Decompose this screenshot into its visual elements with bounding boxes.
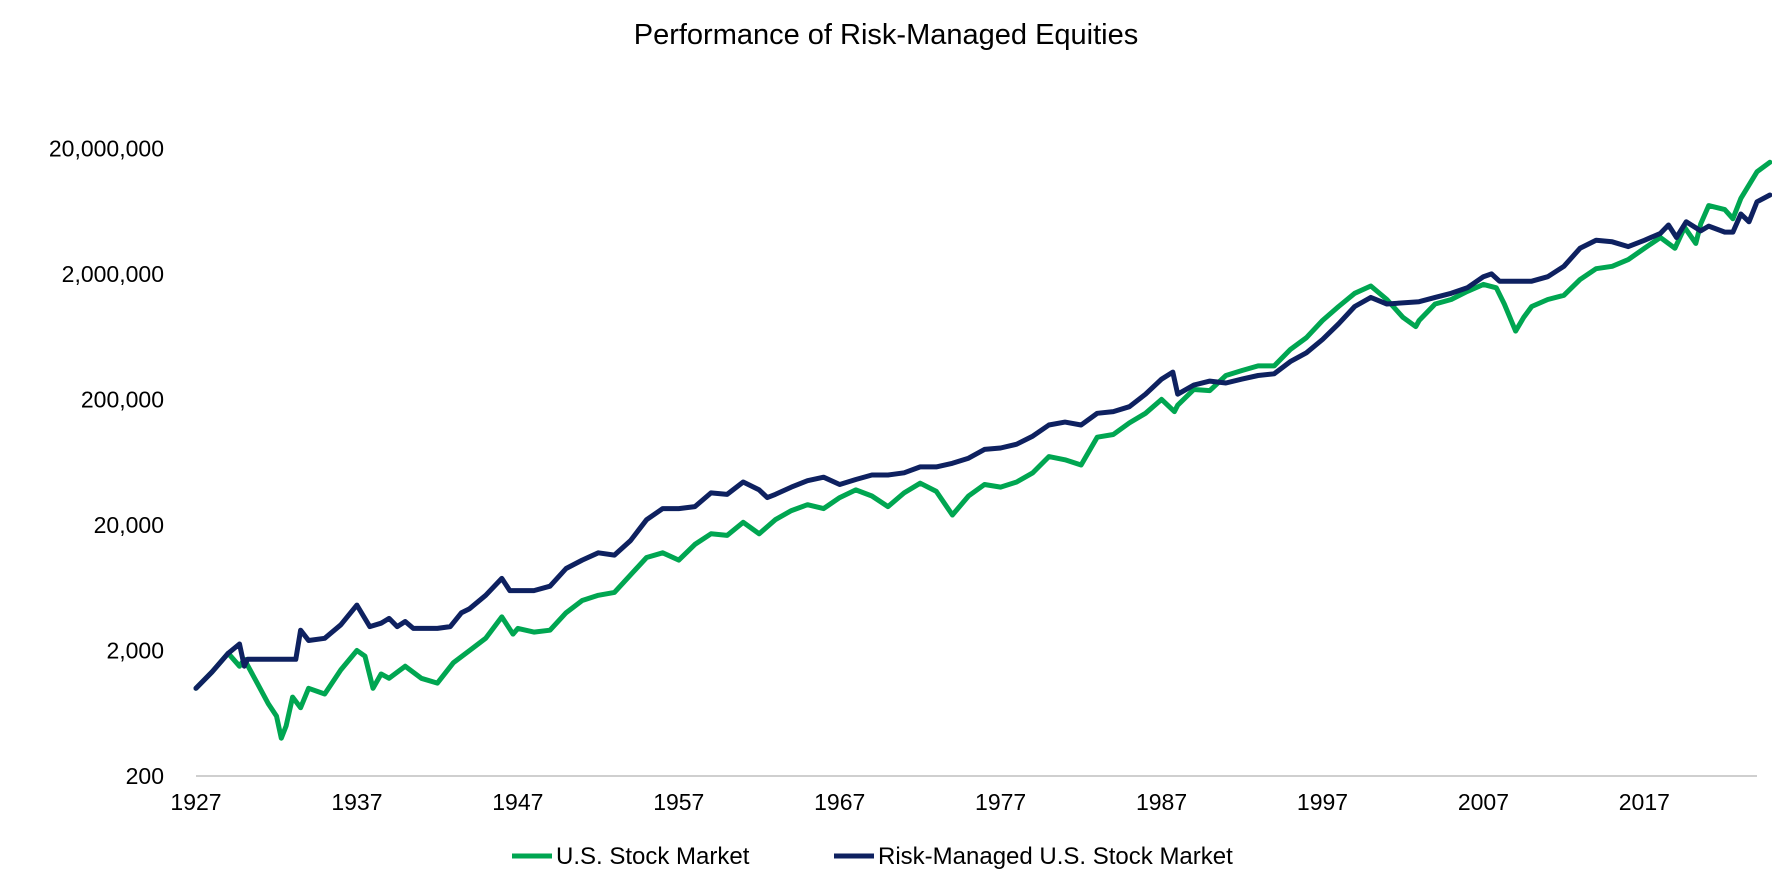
- y-tick-label: 200,000: [81, 386, 164, 412]
- legend: U.S. Stock Market Risk-Managed U.S. Stoc…: [512, 843, 1233, 870]
- series-line-us-stock-market: [193, 159, 1772, 741]
- x-tick-label: 1947: [492, 789, 543, 815]
- x-tick-label: 2007: [1458, 789, 1509, 815]
- x-tick-label: 1937: [331, 789, 382, 815]
- chart-title: Performance of Risk-Managed Equities: [634, 19, 1139, 51]
- y-tick-label: 200: [126, 763, 164, 789]
- x-tick-label: 1927: [170, 789, 221, 815]
- y-tick-label: 2,000,000: [62, 261, 164, 287]
- x-tick-label: 2017: [1619, 789, 1670, 815]
- x-axis-labels: 1927 1937 1947 1957 1967 1977 1987 1997 2007 2017: [170, 789, 1670, 815]
- y-tick-label: 20,000: [94, 512, 164, 538]
- x-tick-label: 1957: [653, 789, 704, 815]
- y-axis-labels: 20,000,000 2,000,000 200,000 20,000 2,000 200: [49, 135, 164, 789]
- x-tick-label: 1967: [814, 789, 865, 815]
- x-tick-label: 1997: [1297, 789, 1348, 815]
- y-tick-label: 2,000: [106, 637, 164, 663]
- x-tick-label: 1977: [975, 789, 1026, 815]
- x-tick-label: 1987: [1136, 789, 1187, 815]
- series-line-risk-managed: [193, 192, 1772, 691]
- series-layer: [193, 159, 1772, 741]
- y-tick-label: 20,000,000: [49, 135, 164, 161]
- legend-label-risk-managed: Risk-Managed U.S. Stock Market: [878, 843, 1233, 870]
- legend-label-us-stock-market: U.S. Stock Market: [556, 843, 750, 870]
